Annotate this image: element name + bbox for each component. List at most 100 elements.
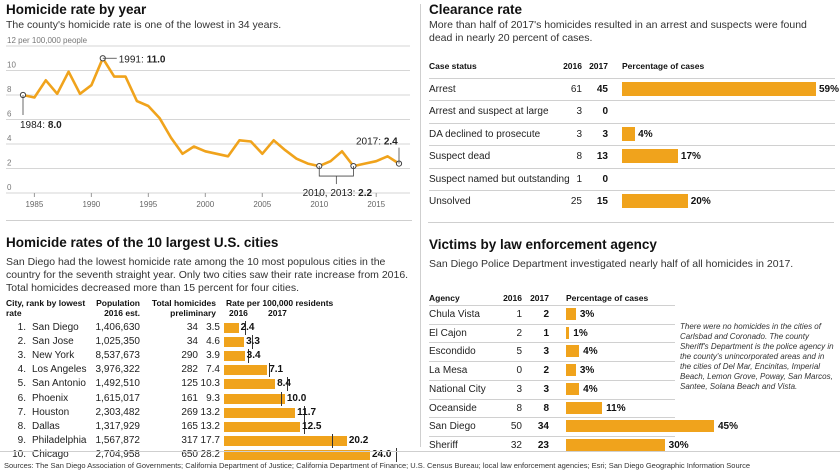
city-population: 1,492,510 [95,378,141,390]
percentage-bar [566,364,576,377]
value-2016: 1 [576,173,582,185]
footer-divider [0,451,840,452]
annotation-1991: 1991: 11.0 [119,54,166,65]
x-tick-label: 1995 [139,200,157,209]
rate-2017-bar [224,379,276,390]
rate-2016-value: 17.7 [200,434,220,446]
percentage-label: 4% [638,128,653,140]
x-tick-label: 2015 [367,200,385,209]
cities-header-2017: 2017 [268,308,287,318]
rate-2016-marker [304,419,306,434]
agency-title: Victims by law enforcement agency [429,237,657,252]
cities-header-rate: Rate per 100,000 residents [226,298,334,308]
rate-2017-bar [224,337,245,348]
rate-2016-marker [251,335,253,350]
percentage-bar [566,401,603,414]
value-2016: 3 [516,383,522,395]
city-name: San Antonio [32,378,86,390]
city-total-homicides: 34 [186,336,198,348]
clearance-title: Clearance rate [429,2,523,17]
annotation-2010-2013: 2010, 2013: 2.2 [303,188,373,199]
x-tick-label: 2010 [310,200,328,209]
city-total-homicides: 269 [181,406,198,418]
rate-2016-value: 13.2 [200,420,220,432]
value-2016: 8 [516,402,522,414]
row-divider [429,323,675,325]
rate-2017-value: 11.7 [297,406,317,418]
value-2017: 3 [543,383,549,395]
value-2017: 13 [596,151,608,163]
rate-2016-marker [304,405,306,420]
y-axis-label: 12 per 100,000 people [7,36,88,45]
row-divider [429,78,835,79]
rate-2016-marker [269,363,271,378]
city-rank: 4. [17,364,26,376]
rate-2016-marker [280,391,282,406]
percentage-label: 1% [573,327,588,339]
panel-divider-left [6,220,412,221]
percentage-label: 45% [718,421,739,433]
row-divider [429,342,675,344]
y-tick-label: 2 [7,159,12,168]
city-population: 1,317,929 [95,420,141,432]
rate-2016-marker [286,377,288,392]
percentage-bar [566,438,665,451]
y-tick-label: 4 [7,134,12,143]
city-total-homicides: 165 [181,420,198,432]
city-population: 3,976,322 [95,364,141,376]
city-total-homicides: 161 [181,392,198,404]
percentage-bar [566,420,714,433]
sources-note: Sources: The San Diego Association of Go… [4,461,751,470]
value-2016: 2 [516,327,522,339]
percentage-label: 20% [690,196,711,207]
case-status-label: Suspect named but outstanding [429,173,570,185]
panel-divider-right [428,222,834,223]
value-2017: 3 [602,128,608,140]
rate-2017-bar [224,365,268,376]
agency-note: There were no homicides in the cities of… [680,322,834,391]
city-name: San Diego [32,322,79,333]
percentage-label: 11% [606,402,626,414]
city-population: 1,567,872 [95,434,141,446]
annotation-2017: 2017: 2.4 [356,137,398,148]
agency-label: El Cajon [429,327,467,339]
city-name: New York [32,350,75,362]
y-tick-label: 8 [7,85,12,94]
value-2017: 0 [602,173,608,185]
city-total-homicides: 290 [181,350,198,362]
agency-label: Chula Vista [429,309,480,320]
city-total-homicides: 125 [181,378,198,390]
rate-2017-value: 3.3 [246,336,260,348]
value-2016: 8 [576,151,582,163]
row-divider [429,122,835,124]
annotation-2017-value: 2.4 [384,137,398,148]
rate-2016-value: 4.6 [206,336,220,348]
value-2016: 61 [570,84,582,95]
rate-2017-value: 20.2 [348,434,369,446]
percentage-label: 4% [583,383,598,395]
city-rank: 2. [17,336,26,348]
row-divider [429,361,675,363]
rate-2016-value: 3.5 [206,322,220,333]
agency-label: Sheriff [429,439,458,451]
city-name: San Jose [32,336,74,348]
case-status-label: Arrest and suspect at large [429,106,549,118]
cities-header-pop: Population 2016 est. [96,298,140,318]
y-tick-label: 10 [7,61,16,70]
value-2017: 23 [537,439,549,451]
rate-2016-value: 13.2 [200,406,220,418]
cities-header-city: City, rank by lowest rate [6,298,86,318]
rate-2017-value: 10.0 [286,392,307,404]
agency-subtitle: San Diego Police Department investigated… [429,258,794,270]
percentage-bar [622,149,678,164]
percentage-bar [566,382,580,395]
percentage-label: 30% [668,439,689,451]
x-tick-label: 1990 [82,200,100,209]
rate-2017-bar [224,407,296,418]
annotation-leader [318,166,354,177]
rate-2017-value: 2.4 [240,322,255,333]
percentage-bar [566,345,580,358]
city-rank: 5. [17,378,26,390]
percentage-bar [566,326,570,339]
percentage-label: 3% [579,309,595,320]
